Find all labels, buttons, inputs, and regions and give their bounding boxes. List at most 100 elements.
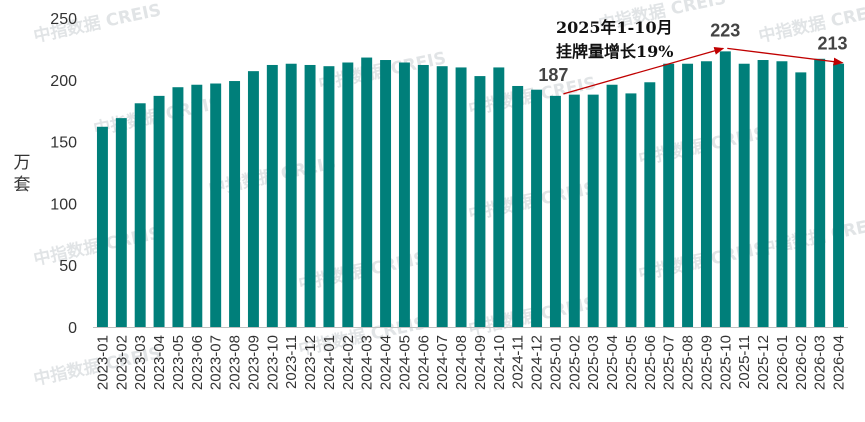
bar — [398, 62, 410, 327]
x-tick-label: 2024-04 — [378, 335, 395, 390]
bar — [606, 84, 618, 328]
bar — [833, 63, 845, 327]
x-tick-label: 2026-04 — [831, 335, 848, 390]
bar — [436, 66, 448, 327]
bar — [191, 84, 203, 328]
bar — [210, 83, 222, 327]
bar — [549, 95, 561, 328]
x-tick-label: 2025-07 — [661, 335, 678, 390]
bar — [512, 85, 524, 327]
y-axis-label: 万套 — [14, 153, 31, 195]
bar — [455, 67, 467, 327]
bar — [172, 87, 184, 327]
y-axis: 0 50 100 150 200 250 — [50, 11, 77, 337]
bar — [304, 64, 316, 327]
annotation-text-line2: 挂牌量增长19% — [556, 42, 673, 61]
x-tick-label: 2025-02 — [566, 335, 583, 390]
y-tick-label: 200 — [50, 73, 77, 90]
x-tick-label: 2023-02 — [113, 335, 130, 390]
bar — [795, 72, 807, 327]
bar — [531, 89, 543, 327]
x-tick-label: 2023-01 — [94, 335, 111, 390]
x-tick-label: 2026-03 — [812, 335, 829, 390]
value-label-peak: 223 — [710, 20, 740, 40]
bar — [134, 103, 146, 327]
growth-arrow — [563, 46, 725, 95]
bar — [153, 95, 165, 328]
x-tick-label: 2023-10 — [264, 335, 281, 390]
x-tick-label: 2023-08 — [227, 335, 244, 390]
y-tick-label: 100 — [50, 196, 77, 213]
x-tick-label: 2024-03 — [359, 335, 376, 390]
y-tick-label: 0 — [68, 320, 77, 337]
x-tick-label: 2024-06 — [415, 335, 432, 390]
x-tick-label: 2025-08 — [680, 335, 697, 390]
x-tick-label: 2024-01 — [321, 335, 338, 390]
bar — [229, 81, 241, 327]
bar — [625, 93, 637, 328]
bar — [757, 60, 769, 328]
bar — [361, 57, 373, 328]
bar — [587, 94, 599, 327]
x-tick-label: 2023-11 — [283, 335, 300, 389]
x-tick-label: 2025-12 — [755, 335, 772, 390]
x-tick-label: 2024-09 — [472, 335, 489, 390]
bar-series — [96, 51, 845, 328]
bar — [323, 66, 335, 327]
bar — [663, 63, 675, 327]
x-tick-label: 2024-10 — [491, 335, 508, 390]
x-tick-label: 2025-03 — [585, 335, 602, 390]
bar — [719, 51, 731, 328]
x-tick-label: 2025-01 — [547, 335, 564, 390]
bar — [266, 64, 278, 327]
x-tick-label: 2024-02 — [340, 335, 357, 390]
x-tick-label: 2023-03 — [132, 335, 149, 390]
x-tick-label: 2025-04 — [604, 335, 621, 390]
x-tick-label: 2025-11 — [736, 335, 753, 389]
y-tick-label: 150 — [50, 135, 77, 152]
x-tick-label: 2024-08 — [453, 335, 470, 390]
x-tick-label: 2024-07 — [434, 335, 451, 390]
annotation-layer: 2025年1-10月 挂牌量增长19% 187 223 213 — [538, 18, 848, 95]
x-tick-label: 2024-12 — [529, 335, 546, 390]
bar — [342, 62, 354, 327]
bar — [776, 61, 788, 327]
x-tick-label: 2025-05 — [623, 335, 640, 390]
decline-arrow — [727, 47, 844, 66]
x-tick-label: 2023-09 — [245, 335, 262, 390]
bar — [738, 63, 750, 327]
watermark-text: 中指数据 CREIS — [757, 212, 865, 260]
bar — [644, 82, 656, 328]
x-tick-label: 2023-06 — [189, 335, 206, 390]
x-tick-label: 2023-05 — [170, 335, 187, 390]
value-label-start: 187 — [538, 65, 568, 85]
x-tick-label: 2026-02 — [793, 335, 810, 390]
bar — [700, 61, 712, 327]
bar — [285, 63, 297, 327]
annotation-text-line1: 2025年1-10月 — [556, 18, 673, 37]
bar — [682, 63, 694, 327]
bar — [568, 94, 580, 327]
x-tick-label: 2025-06 — [642, 335, 659, 390]
x-tick-label: 2024-11 — [510, 335, 527, 389]
x-tick-label: 2025-09 — [698, 335, 715, 390]
bar — [247, 71, 259, 328]
watermark-text: 中指数据 CREIS — [757, 0, 865, 47]
bar — [814, 58, 826, 327]
bar — [380, 60, 392, 328]
y-tick-label: 50 — [59, 258, 77, 275]
x-tick-label: 2023-12 — [302, 335, 319, 390]
bar — [115, 118, 127, 328]
bar — [417, 64, 429, 327]
bar — [96, 126, 108, 328]
x-axis-ticks: 2023-01 2023-02 2023-03 2023-04 2023-05 2023-… — [94, 335, 847, 390]
x-tick-label: 2024-05 — [396, 335, 413, 390]
x-tick-label: 2023-04 — [151, 335, 168, 390]
bar — [474, 76, 486, 327]
y-tick-label: 250 — [50, 11, 77, 28]
x-tick-label: 2025-10 — [717, 335, 734, 390]
x-tick-label: 2023-07 — [208, 335, 225, 390]
value-label-end: 213 — [818, 34, 848, 54]
bar — [493, 67, 505, 327]
